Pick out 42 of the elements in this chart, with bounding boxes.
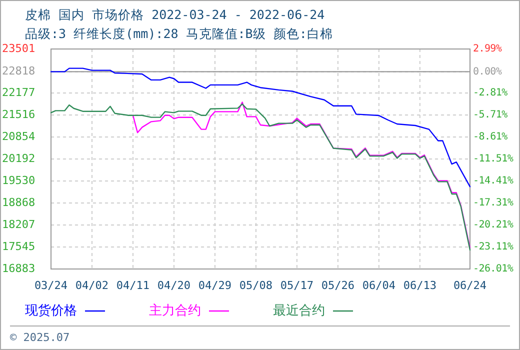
x-tick-label: 04/02 [75, 279, 109, 292]
y-tick-label: 22818 [2, 64, 36, 78]
y2-tick-label: -11.51% [473, 154, 514, 165]
x-tick-label: 06/24 [453, 279, 487, 292]
x-tick-label: 04/29 [198, 279, 232, 292]
x-tick-label: 05/26 [321, 279, 354, 292]
y2-tick-label: -17.31% [473, 198, 514, 209]
x-tick-label: 03/24 [34, 279, 68, 292]
y2-tick-label: -8.61% [473, 132, 508, 143]
x-tick-label: 05/17 [280, 279, 314, 292]
legend-label: 现货价格 [25, 304, 77, 319]
y-tick-label: 18868 [2, 196, 36, 210]
line-series [132, 102, 471, 249]
y-tick-label: 19530 [2, 174, 36, 188]
y2-tick-label: -23.11% [473, 242, 514, 253]
text: © 2025.07 [10, 331, 70, 344]
y-tick-label: 21516 [2, 108, 36, 121]
line-series [50, 68, 471, 188]
line-series [50, 103, 471, 251]
y2-tick-label: -20.21% [473, 220, 514, 231]
x-tick-label: 05/08 [239, 279, 273, 292]
y2-tick-label: -14.41% [473, 176, 514, 187]
y2-tick-label: -2.81% [473, 88, 508, 99]
legend-label: 主力合约 [149, 302, 201, 319]
y2-tick-label: -26.01% [473, 264, 514, 275]
x-tick-label: 06/04 [362, 279, 396, 292]
y-tick-label: 20192 [2, 152, 36, 166]
x-tick-label: 04/20 [157, 279, 191, 292]
y2-tick-label: 0.00% [473, 66, 502, 78]
y2-tick-label: 2.99% [473, 44, 502, 55]
y2-tick-label: -5.71% [473, 110, 508, 121]
legend-label: 最近合约 [273, 304, 325, 319]
y-tick-label: 22177 [2, 86, 36, 100]
x-tick-label: 06/13 [403, 279, 436, 292]
chart-title: 皮棉 国内 市场价格 2022-03-24 - 2022-06-24 [25, 7, 325, 22]
y-tick-label: 20854 [2, 130, 36, 144]
y-tick-label: 17545 [2, 240, 36, 254]
y-tick-label: 23501 [2, 42, 36, 56]
y-tick-label: 18207 [2, 218, 36, 231]
y-tick-label: 16883 [2, 262, 36, 276]
chart-subtitle: 品级:3 纤维长度(mm):28 马克隆值:B级 颜色:白棉 [25, 26, 333, 41]
x-tick-label: 04/11 [116, 279, 150, 292]
